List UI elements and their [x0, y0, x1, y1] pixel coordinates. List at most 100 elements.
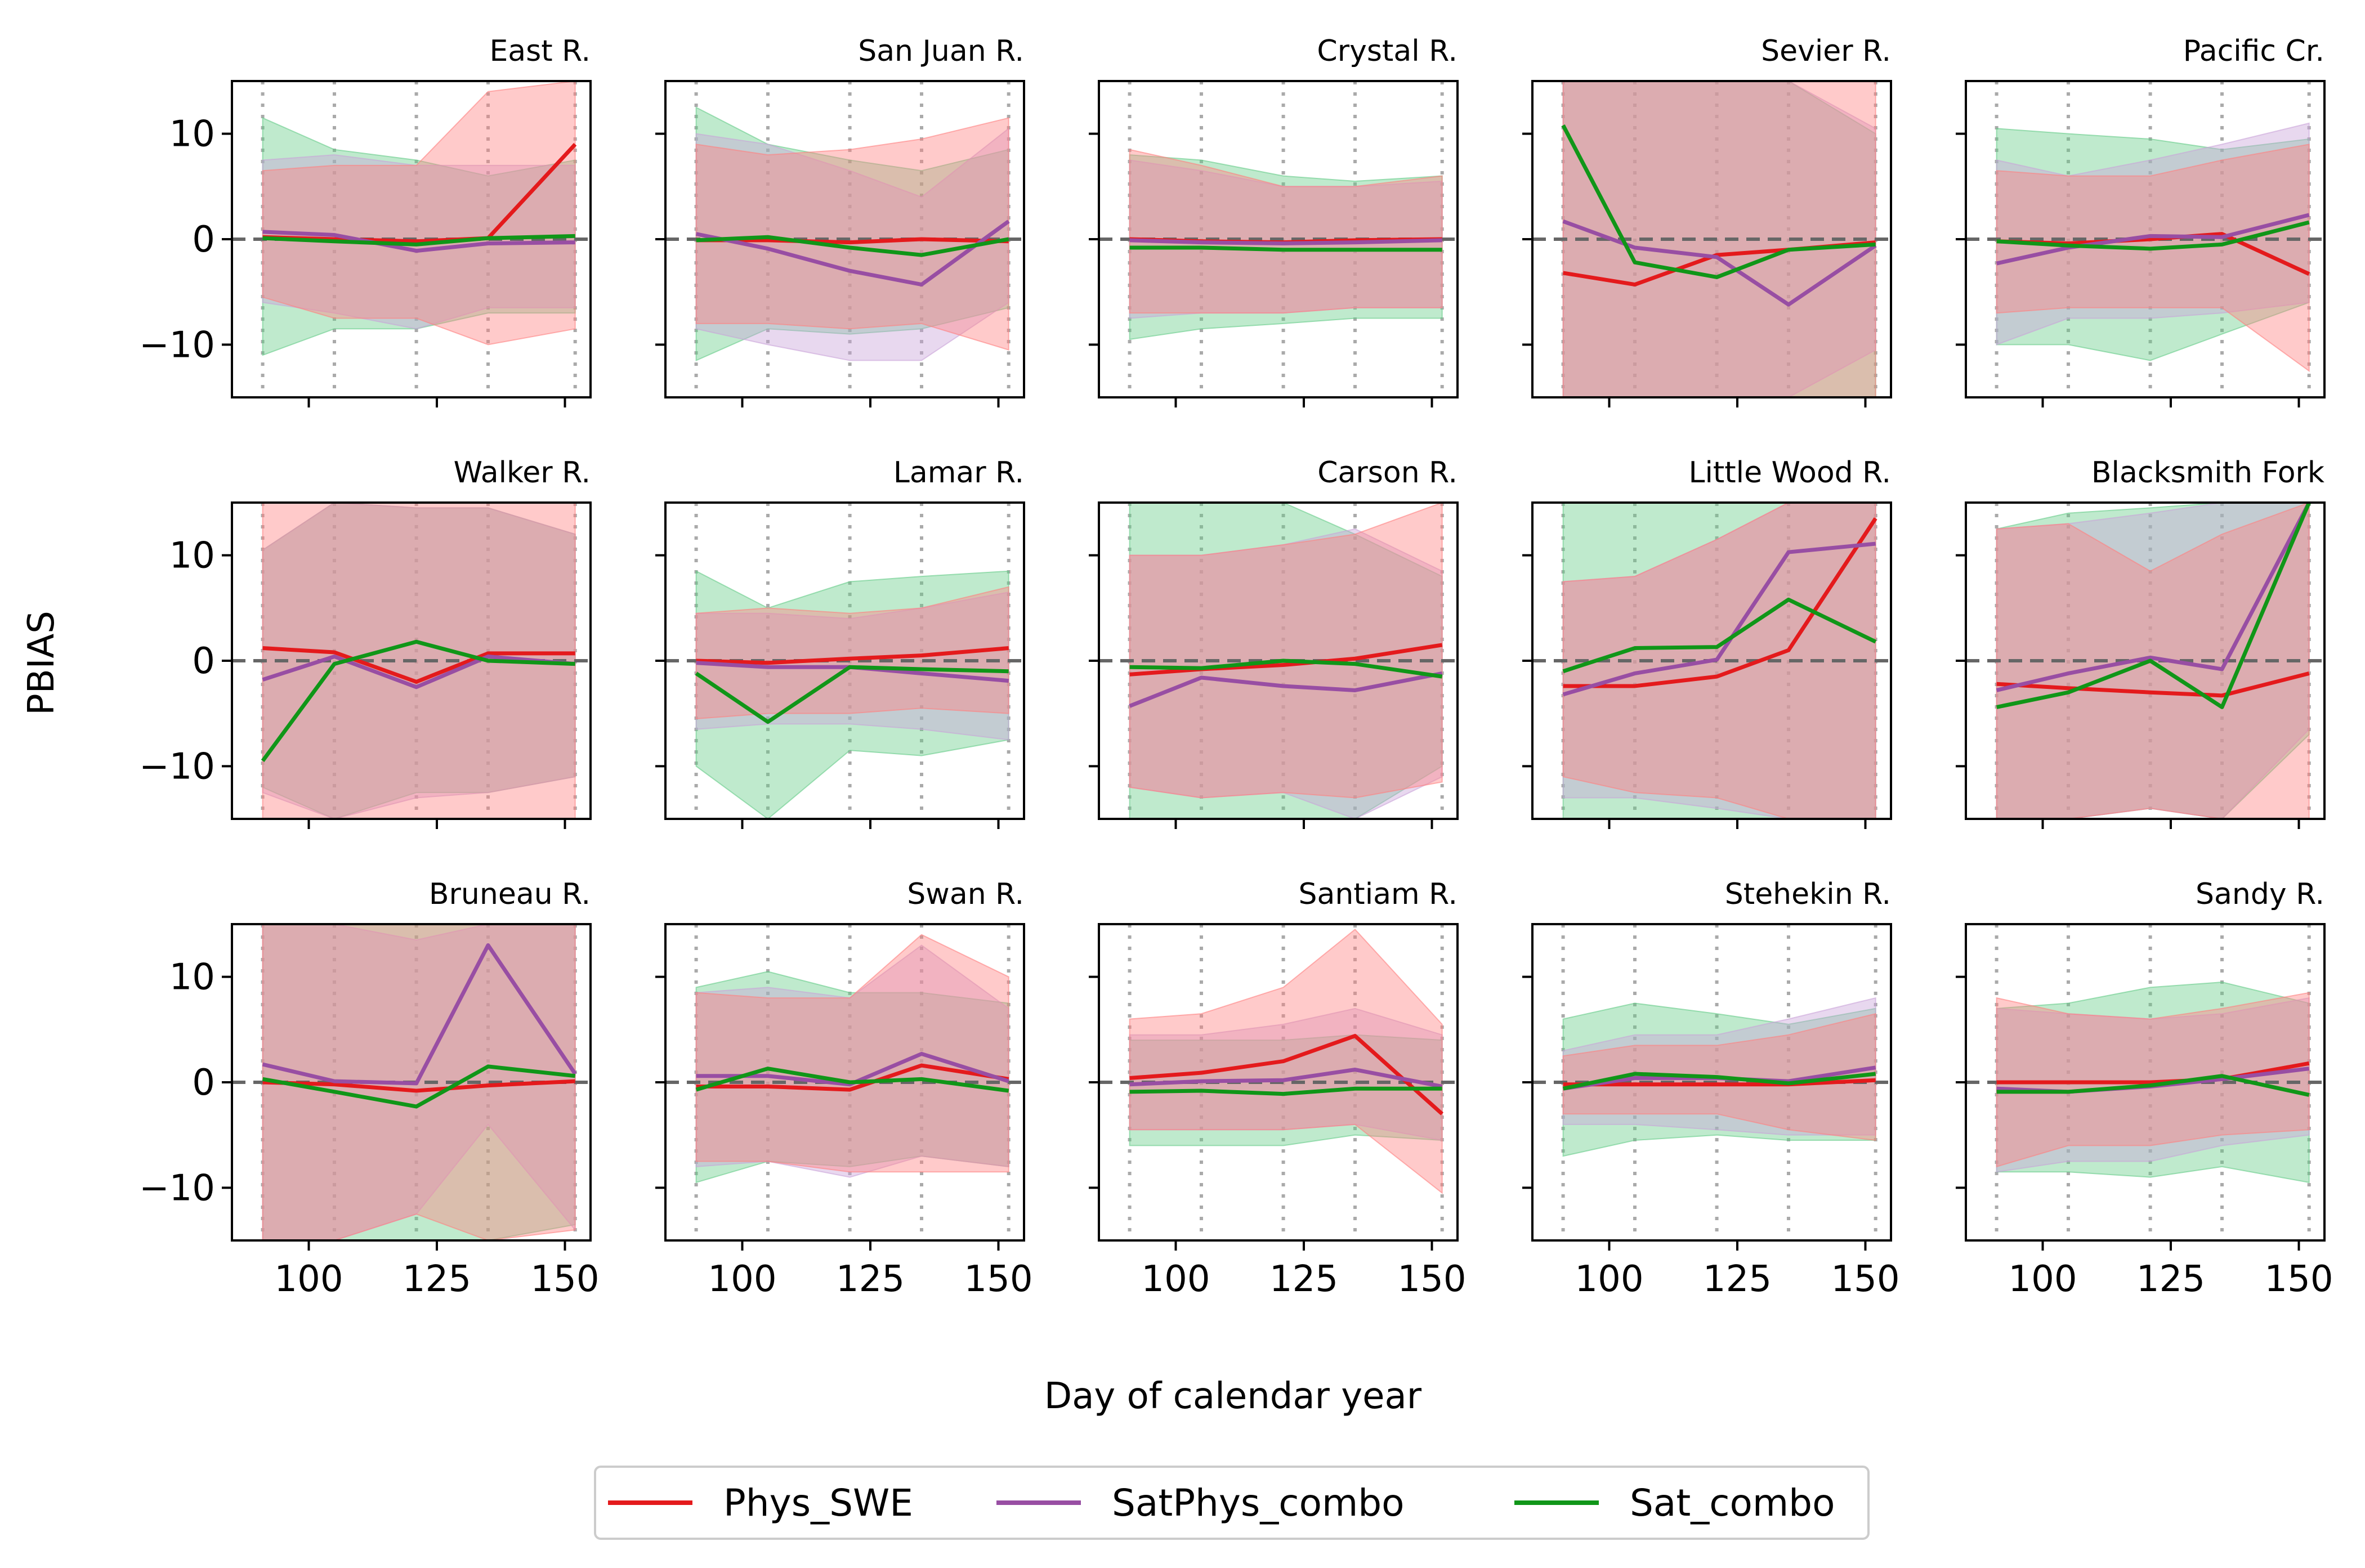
x-axis-label: Day of calendar year — [1044, 1376, 1422, 1417]
legend-item-sat-combo: Sat_combo — [1514, 1481, 1835, 1525]
x-tick-label: 150 — [530, 1258, 599, 1300]
panel-crystal-r: Crystal R. — [1089, 34, 1459, 407]
x-tick-label: 100 — [708, 1258, 776, 1300]
y-tick-label: 10 — [169, 957, 215, 998]
y-axis-label: PBIAS — [21, 611, 62, 715]
panel-east-r: 10 0 −10 East R. — [139, 34, 592, 407]
y-tick-label: 10 — [169, 114, 215, 155]
series-line-phys-swe — [1996, 671, 2310, 698]
plot-area — [1532, 503, 1891, 819]
series-line-satphys-combo — [1129, 238, 1442, 245]
series-line-phys-swe — [1563, 1078, 1876, 1087]
band-phys-swe — [1129, 503, 1443, 799]
panel-title: Swan R. — [907, 877, 1024, 911]
series-line-satphys-combo — [262, 943, 577, 1086]
series-line-sat-combo — [262, 1064, 576, 1109]
band-phys-swe — [1562, 503, 1876, 819]
series-line-sat-combo — [1129, 1086, 1442, 1096]
plot-area — [1099, 81, 1458, 397]
x-tick-label: 125 — [1269, 1258, 1338, 1300]
band-phys-swe — [695, 586, 1009, 720]
series-line-sat-combo — [1129, 245, 1442, 252]
panel-title: Stehekin R. — [1725, 877, 1891, 911]
x-tick-label: 150 — [2264, 1258, 2333, 1300]
x-tick-label: 150 — [964, 1258, 1032, 1300]
series-line-satphys-combo — [262, 230, 575, 253]
legend-box — [594, 1466, 1870, 1540]
band-phys-swe — [1996, 144, 2310, 373]
x-tick-label: 150 — [1397, 1258, 1466, 1300]
legend: Phys_SWE SatPhys_combo Sat_combo — [594, 1466, 1870, 1540]
band-sat-combo — [1562, 81, 1876, 397]
series-line-sat-combo — [696, 235, 1009, 257]
band-sat-combo — [1129, 154, 1443, 341]
plot-area — [1532, 81, 1891, 397]
series-line-sat-combo — [695, 1067, 1009, 1093]
series-line-sat-combo — [1562, 1072, 1876, 1091]
x-tick-label: 125 — [836, 1258, 905, 1300]
series-line-phys-swe — [1129, 643, 1443, 677]
band-phys-swe — [1129, 149, 1443, 314]
series-line-phys-swe — [696, 646, 1009, 665]
series-line-satphys-combo — [1562, 541, 1876, 697]
series-line-phys-swe — [262, 646, 575, 684]
series-line-sat-combo — [262, 234, 575, 247]
x-tick-label: 100 — [1141, 1258, 1210, 1300]
series-line-satphys-combo — [1996, 213, 2310, 266]
panel-title: Little Wood R. — [1688, 456, 1891, 490]
series-line-sat-combo — [1561, 124, 1876, 279]
x-tick-label: 100 — [1575, 1258, 1643, 1300]
plot-area — [232, 503, 591, 819]
y-tick-label: −10 — [139, 324, 215, 366]
series-line-satphys-combo — [1996, 503, 2311, 692]
series-line-satphys-combo — [1129, 671, 1443, 708]
series-line-sat-combo — [1996, 1074, 2310, 1097]
plot-area — [232, 924, 591, 1240]
plot-area — [1966, 81, 2324, 397]
series-line-satphys-combo — [1129, 1068, 1443, 1088]
x-tick-label: 100 — [2008, 1258, 2077, 1300]
panel-title: Santiam R. — [1298, 877, 1458, 911]
panel-san-juan-r: San Juan R. — [655, 34, 1025, 407]
band-phys-swe — [262, 503, 576, 819]
series-line-phys-swe — [696, 237, 1009, 245]
y-tick-label: −10 — [139, 1167, 215, 1209]
panel-title: Blacksmith Fork — [2091, 456, 2324, 490]
panel-title: Crystal R. — [1317, 34, 1458, 68]
panel-carson-r: Carson R. — [1089, 456, 1459, 829]
series-line-sat-combo — [261, 639, 575, 763]
y-tick-label: 0 — [192, 1062, 215, 1104]
legend-label: Sat_combo — [1630, 1481, 1835, 1525]
x-tick-label: 125 — [403, 1258, 471, 1300]
series-line-satphys-combo — [1562, 219, 1877, 307]
panel-santiam-r: 100 125 150 Santiam R. — [1089, 877, 1467, 1300]
band-phys-swe — [695, 934, 1009, 1173]
series-line-sat-combo — [695, 665, 1009, 724]
series-line-phys-swe — [696, 1063, 1009, 1092]
series-line-sat-combo — [1996, 220, 2310, 251]
y-tick-label: 10 — [169, 535, 215, 577]
y-tick-label: 0 — [192, 219, 215, 261]
panel-title: Sandy R. — [2196, 877, 2324, 911]
panel-pacific-cr: Pacific Cr. — [1956, 34, 2326, 407]
panel-lamar-r: Lamar R. — [655, 456, 1025, 829]
panel-title: Bruneau R. — [429, 877, 591, 911]
panel-swan-r: 100 125 150 Swan R. — [655, 877, 1033, 1300]
x-tick-label: 125 — [1703, 1258, 1772, 1300]
plot-area — [1966, 503, 2324, 819]
panel-little-wood-r: Little Wood R. — [1522, 456, 1892, 829]
band-phys-swe — [1996, 992, 2310, 1168]
series-line-sat-combo — [1996, 503, 2311, 709]
x-tick-label: 150 — [1831, 1258, 1899, 1300]
plot-area — [1532, 924, 1891, 1240]
band-phys-swe — [262, 81, 576, 346]
legend-label: SatPhys_combo — [1112, 1481, 1405, 1525]
band-phys-swe — [1562, 81, 1876, 397]
panel-title: Walker R. — [454, 456, 591, 490]
plot-area — [665, 503, 1024, 819]
series-line-satphys-combo — [262, 655, 575, 689]
panel-title: San Juan R. — [858, 34, 1024, 68]
